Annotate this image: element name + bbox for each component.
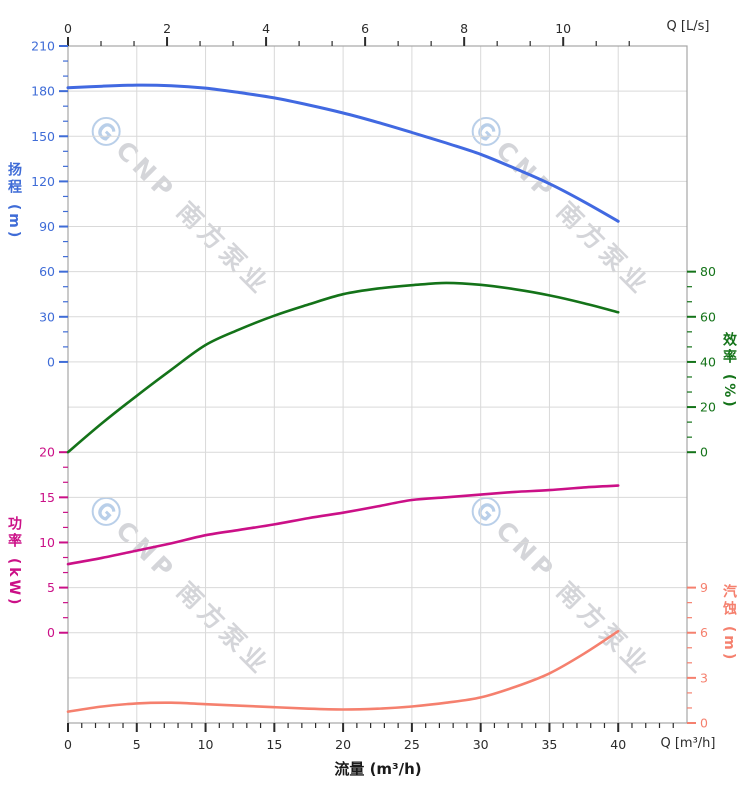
- tick-label: 4: [262, 21, 270, 36]
- curve-npsh: [66, 629, 620, 713]
- tick-label: 20: [700, 400, 716, 415]
- tick-label: 180: [31, 84, 55, 99]
- tick-label: 10: [198, 737, 214, 752]
- tick-label: 0: [64, 21, 72, 36]
- tick-label: 0: [47, 625, 55, 640]
- bottom-axis-unit-label: Q [m³/h]: [660, 736, 716, 751]
- tick-label: 5: [47, 580, 55, 595]
- tick-label: 6: [361, 21, 369, 36]
- top-axis-unit-label: Q [L/s]: [666, 19, 710, 34]
- tick-label: 3: [700, 670, 708, 685]
- plot-border: [67, 45, 688, 724]
- tick-label: 30: [39, 309, 55, 324]
- tick-label: 0: [64, 737, 72, 752]
- tick-label: 30: [473, 737, 489, 752]
- tick-label: 40: [700, 354, 716, 369]
- tick-label: 9: [700, 580, 708, 595]
- curve-head: [66, 83, 620, 223]
- tick-label: 35: [541, 737, 557, 752]
- curve-power: [66, 484, 620, 566]
- tick-label: 0: [700, 716, 708, 731]
- tick-label: 0: [700, 445, 708, 460]
- efficiency-axis-title: 效率 (%): [721, 332, 737, 410]
- head-axis-title: 扬程 (m): [6, 162, 22, 241]
- tick-label: 10: [39, 535, 55, 550]
- tick-label: 80: [700, 264, 716, 279]
- power-axis-title: 功率 (kW): [6, 516, 22, 608]
- tick-label: 10: [555, 21, 571, 36]
- tick-label: 150: [31, 129, 55, 144]
- tick-label: 6: [700, 625, 708, 640]
- flow-axis-title: 流量 (m³/h): [334, 760, 422, 778]
- tick-label: 60: [39, 264, 55, 279]
- tick-label: 25: [404, 737, 420, 752]
- tick-label: 90: [39, 219, 55, 234]
- tick-label: 60: [700, 309, 716, 324]
- tick-label: 20: [39, 445, 55, 460]
- curve-eff: [66, 281, 620, 454]
- tick-label: 0: [47, 354, 55, 369]
- tick-label: 40: [610, 737, 626, 752]
- tick-label: 20: [335, 737, 351, 752]
- tick-label: 120: [31, 174, 55, 189]
- tick-label: 8: [460, 21, 468, 36]
- tick-label: 15: [39, 490, 55, 505]
- tick-label: 210: [31, 39, 55, 54]
- tick-label: 2: [163, 21, 171, 36]
- npsh-axis-title: 汽蚀 (m): [721, 584, 737, 663]
- tick-label: 15: [266, 737, 282, 752]
- tick-label: 5: [133, 737, 141, 752]
